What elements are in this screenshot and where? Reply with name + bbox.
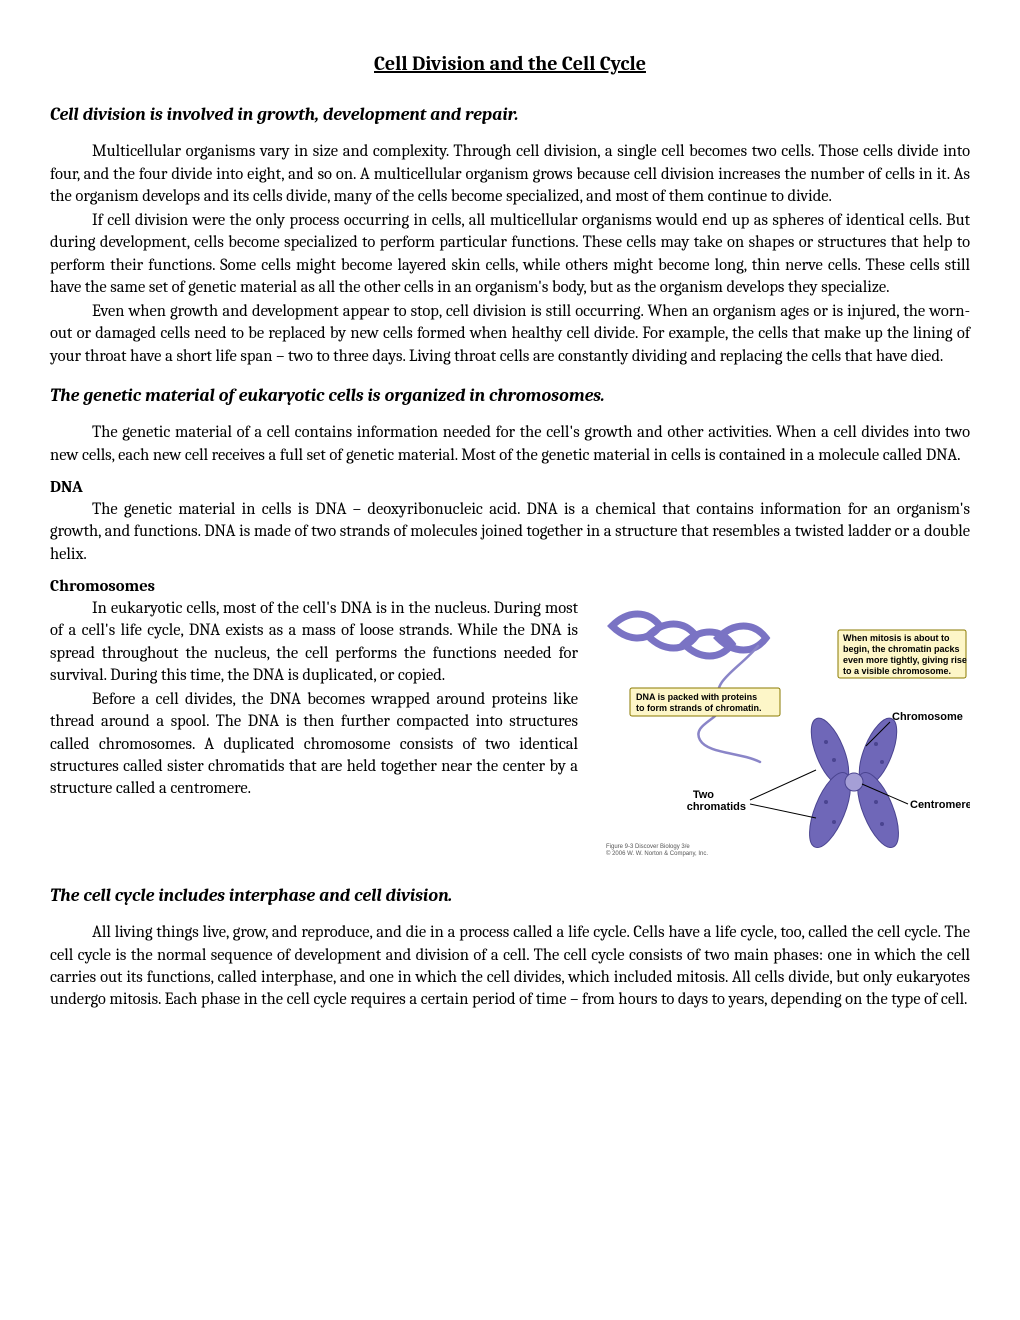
section3-heading: The cell cycle includes interphase and c… [50,884,970,908]
dna-heading: DNA [50,477,970,499]
section3-p1: All living things live, grow, and reprod… [50,922,970,1011]
figure-credit2: © 2006 W. W. Norton & Company, Inc. [606,850,708,857]
section3-heading-text: The cell cycle includes interphase and c… [50,885,452,906]
label-two: Two [693,789,714,801]
chromosome-shape [801,713,907,852]
section2-heading: The genetic material of eukaryotic cells… [50,384,970,408]
section1-heading: Cell division is involved in growth, dev… [50,103,970,127]
dna-text: The genetic material in cells is DNA – d… [50,499,970,566]
callout2-line1: When mitosis is about to [843,633,950,643]
label-chromatids: chromatids [687,801,746,813]
callout1-line1: DNA is packed with proteins [636,692,757,702]
callout2-line3: even more tightly, giving rise [843,655,967,665]
figure-credit1: Figure 9-3 Discover Biology 3/e [606,844,690,850]
section1-p3: Even when growth and development appear … [50,301,970,368]
callout2-line4: to a visible chromosome. [843,666,951,676]
chromosomes-body: DNA is packed with proteins to form stra… [50,598,970,868]
chromosome-figure: DNA is packed with proteins to form stra… [590,602,970,862]
label-centromere: Centromere [910,799,970,811]
chromosomes-heading: Chromosomes [50,576,970,598]
section1-p1: Multicellular organisms vary in size and… [50,141,970,208]
callout2-line2: begin, the chromatin packs [843,644,960,654]
page-title: Cell Division and the Cell Cycle [50,50,970,77]
section2-intro: The genetic material of a cell contains … [50,422,970,467]
section1-p2: If cell division were the only process o… [50,210,970,299]
label-chromosome: Chromosome [892,711,963,723]
chromosome-svg: DNA is packed with proteins to form stra… [590,602,970,862]
callout1-line2: to form strands of chromatin. [636,703,762,713]
